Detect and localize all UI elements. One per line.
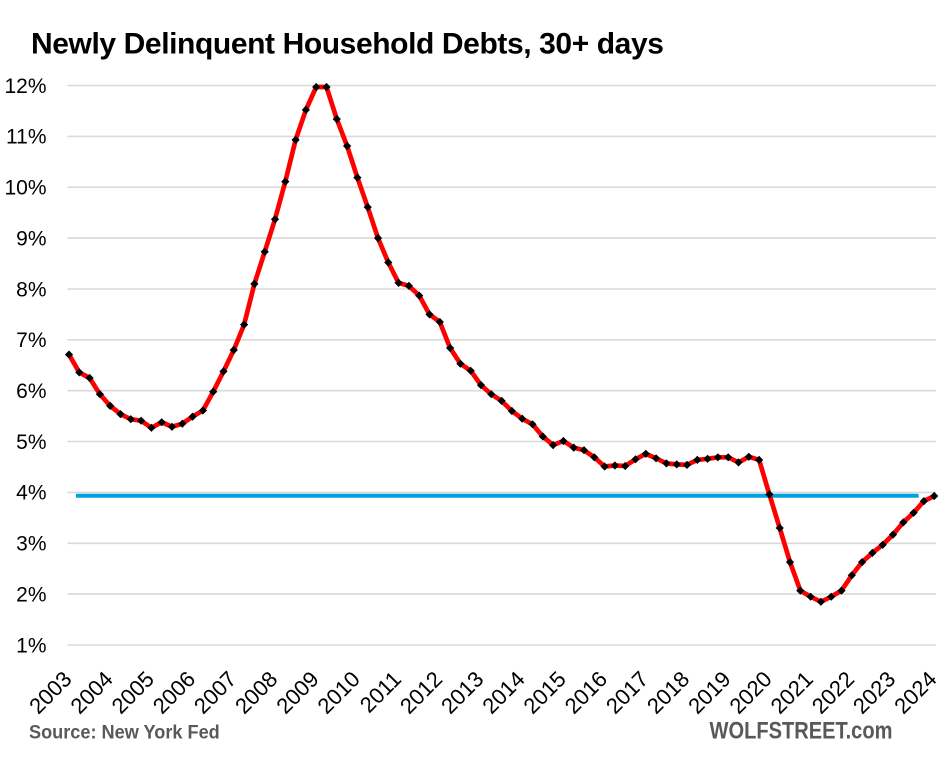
svg-text:Source: New York Fed: Source: New York Fed [29, 721, 220, 742]
svg-text:7%: 7% [16, 329, 46, 352]
svg-text:12%: 12% [4, 75, 46, 98]
svg-text:8%: 8% [16, 278, 46, 301]
svg-text:11%: 11% [6, 126, 46, 149]
svg-text:5%: 5% [16, 431, 46, 454]
svg-text:Newly Delinquent Household Deb: Newly Delinquent Household Debts, 30+ da… [31, 28, 664, 61]
svg-text:2%: 2% [16, 583, 46, 606]
svg-text:9%: 9% [16, 227, 46, 250]
svg-text:6%: 6% [16, 380, 46, 403]
svg-text:1%: 1% [16, 634, 46, 657]
svg-text:10%: 10% [4, 177, 46, 200]
svg-text:4%: 4% [16, 482, 46, 505]
svg-text:3%: 3% [16, 533, 46, 556]
svg-text:WOLFSTREET.com: WOLFSTREET.com [710, 717, 893, 744]
